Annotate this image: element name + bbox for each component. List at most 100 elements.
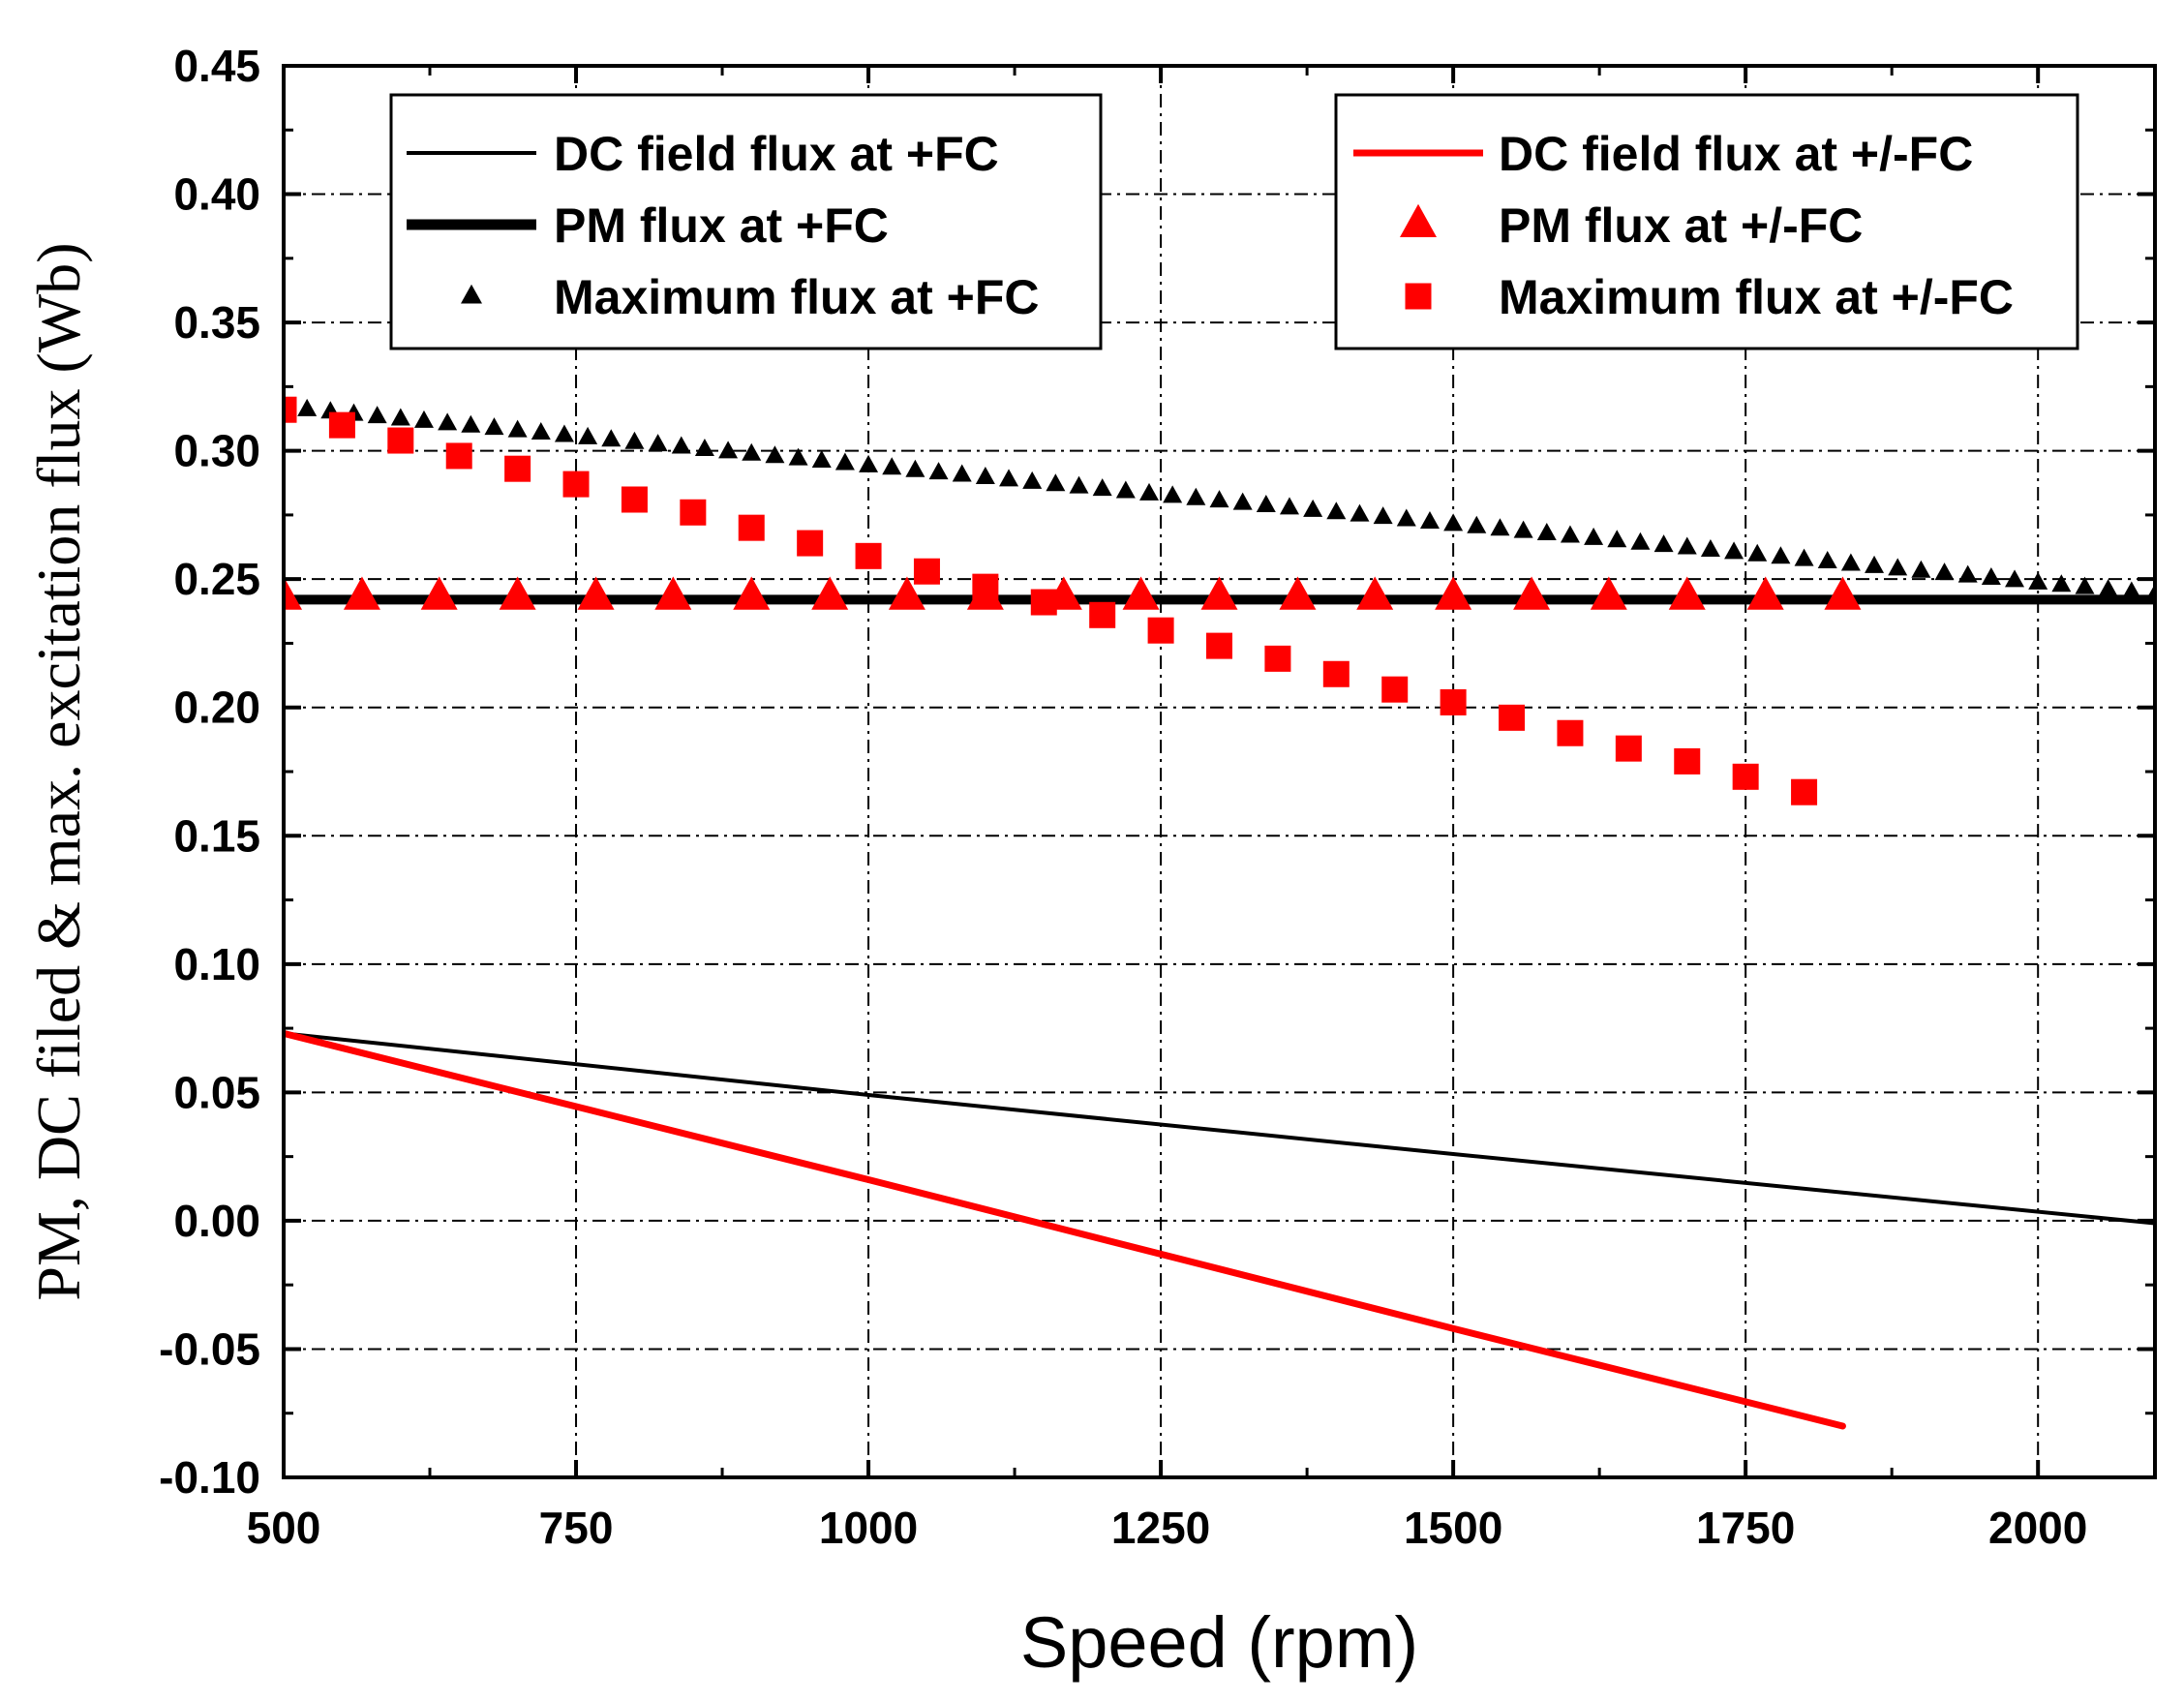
series-marker-max-flux-fc <box>601 429 622 447</box>
legend-swatch <box>1400 203 1437 237</box>
legend-label: DC field flux at +FC <box>554 127 999 181</box>
y-tick-label: 0.25 <box>173 554 260 604</box>
series-marker-max-flux-fc <box>413 410 434 428</box>
series-marker-max-flux-fc <box>1092 478 1112 497</box>
series-marker-max-flux-pmfc <box>1557 719 1584 746</box>
series-marker-pm-flux-pmfc <box>1746 576 1784 610</box>
x-tick-label: 2000 <box>1988 1503 2087 1553</box>
series-marker-max-flux-pmfc <box>445 442 472 470</box>
series-marker-max-flux-fc <box>648 434 668 452</box>
series-marker-max-flux-pmfc <box>1206 632 1232 659</box>
y-tick-label: -0.10 <box>159 1452 260 1503</box>
series-marker-max-flux-fc <box>1163 485 1183 503</box>
series-marker-pm-flux-pmfc <box>499 576 536 610</box>
series-marker-max-flux-fc <box>1771 546 1791 564</box>
series-marker-max-flux-pmfc <box>1264 645 1291 672</box>
series-marker-max-flux-pmfc <box>1732 763 1759 790</box>
y-tick-label: 0.15 <box>173 810 260 861</box>
legend-top-left: DC field flux at +FC PM flux at +FC Maximu… <box>389 93 1103 350</box>
series-marker-pm-flux-pmfc <box>1513 576 1551 610</box>
series-marker-max-flux-pmfc <box>1030 589 1057 616</box>
series-marker-max-flux-fc <box>718 441 739 459</box>
series-marker-max-flux-fc <box>1046 473 1066 492</box>
series-marker-max-flux-fc <box>975 466 995 484</box>
series-marker-max-flux-fc <box>1630 532 1651 550</box>
series-marker-pm-flux-pmfc <box>1435 576 1472 610</box>
legend-label: PM flux at +FC <box>554 198 889 253</box>
series-marker-max-flux-pmfc <box>1674 747 1701 775</box>
series-marker-max-flux-fc <box>1607 530 1627 548</box>
series-marker-max-flux-fc <box>1700 538 1720 557</box>
series-marker-max-flux-fc <box>788 447 808 466</box>
series-marker-max-flux-fc <box>1419 510 1440 529</box>
series-marker-max-flux-fc <box>1186 487 1206 505</box>
series-marker-max-flux-fc <box>1373 506 1393 525</box>
x-tick-label: 1000 <box>819 1503 918 1553</box>
series-line-3 <box>284 1029 1846 1430</box>
series-marker-max-flux-pmfc <box>797 530 824 557</box>
series-group <box>284 396 2155 1430</box>
series-marker-max-flux-fc <box>1022 471 1043 489</box>
x-tick-label: 500 <box>247 1503 321 1553</box>
series-marker-max-flux-pmfc <box>1147 617 1174 644</box>
series-marker-max-flux-pmfc <box>1322 660 1350 687</box>
series-marker-max-flux-fc <box>1256 495 1276 513</box>
series-marker-max-flux-pmfc <box>913 558 940 585</box>
series-marker-max-flux-pmfc <box>1791 778 1818 805</box>
series-marker-max-flux-fc <box>1677 536 1697 555</box>
series-marker-max-flux-fc <box>952 464 972 482</box>
series-marker-max-flux-fc <box>811 450 832 469</box>
series-marker-max-flux-fc <box>438 412 458 431</box>
series-marker-max-flux-fc <box>1536 523 1557 541</box>
series-marker-max-flux-fc <box>671 436 691 454</box>
y-tick-label: 0.10 <box>173 939 260 989</box>
series-marker-max-flux-fc <box>1724 541 1744 560</box>
series-marker-max-flux-fc <box>1490 518 1510 536</box>
x-tick-label: 1250 <box>1111 1503 1210 1553</box>
series-marker-max-flux-fc <box>1209 490 1229 508</box>
series-marker-max-flux-fc <box>1467 515 1487 533</box>
series-marker-max-flux-pmfc <box>1381 676 1409 703</box>
series-marker-max-flux-fc <box>882 457 902 475</box>
series-marker-max-flux-fc <box>905 459 925 477</box>
series-marker-max-flux-pmfc <box>972 573 999 600</box>
series-marker-max-flux-fc <box>484 417 504 436</box>
series-line-0 <box>284 1031 2155 1226</box>
y-axis-title: PM, DC filed & max. excitation flux (Wb) <box>24 242 93 1300</box>
series-marker-max-flux-fc <box>1232 492 1253 510</box>
series-marker-pm-flux-pmfc <box>420 576 458 610</box>
series-marker-max-flux-fc <box>2028 571 2048 590</box>
y-tick-label: -0.05 <box>159 1323 260 1374</box>
series-marker-max-flux-fc <box>928 462 949 480</box>
series-marker-max-flux-fc <box>1279 497 1299 515</box>
series-marker-max-flux-fc <box>1443 513 1464 532</box>
series-marker-max-flux-fc <box>2121 581 2141 599</box>
series-marker-max-flux-fc <box>1584 527 1604 545</box>
series-layer <box>284 396 2155 1430</box>
legends: DC field flux at +FC PM flux at +FC Maximu… <box>389 93 2079 350</box>
series-marker-max-flux-fc <box>2051 574 2072 593</box>
series-marker-max-flux-fc <box>1840 553 1861 571</box>
series-marker-max-flux-fc <box>1888 558 1908 576</box>
series-marker-max-flux-pmfc <box>1499 704 1526 731</box>
series-marker-pm-flux-pmfc <box>284 576 302 610</box>
series-marker-max-flux-fc <box>1139 482 1160 501</box>
series-marker-max-flux-pmfc <box>738 514 765 541</box>
x-tick-label: 1750 <box>1696 1503 1795 1553</box>
series-marker-max-flux-fc <box>1115 480 1136 499</box>
series-marker-max-flux-fc <box>390 408 410 426</box>
series-marker-pm-flux-pmfc <box>1824 576 1862 610</box>
series-marker-pm-flux-pmfc <box>811 576 849 610</box>
series-marker-max-flux-fc <box>1981 566 2001 585</box>
series-marker-max-flux-fc <box>694 438 714 456</box>
y-tick-label: 0.45 <box>173 41 260 91</box>
series-marker-pm-flux-pmfc <box>888 576 925 610</box>
series-marker-max-flux-pmfc <box>562 471 590 498</box>
series-marker-pm-flux-pmfc <box>1200 576 1238 610</box>
series-marker-max-flux-pmfc <box>1615 735 1642 762</box>
series-marker-max-flux-fc <box>2098 579 2118 597</box>
series-marker-max-flux-pmfc <box>504 455 531 482</box>
series-marker-pm-flux-pmfc <box>733 576 771 610</box>
series-marker-max-flux-fc <box>1069 475 1089 494</box>
